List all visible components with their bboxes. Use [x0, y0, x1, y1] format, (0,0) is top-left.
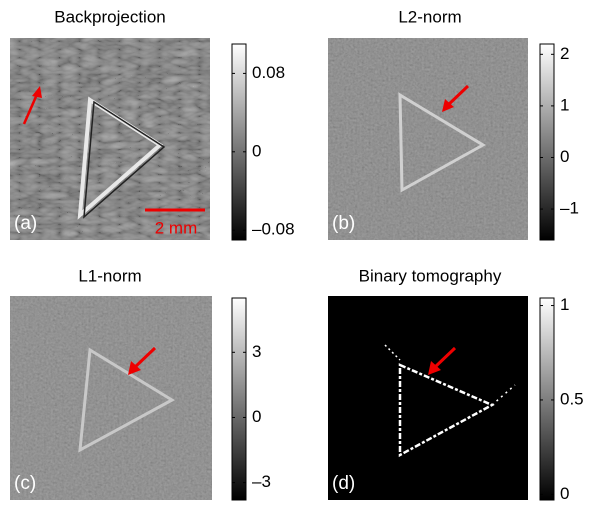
colorbar [232, 298, 246, 500]
panel-title: Backprojection [54, 7, 166, 26]
panel-label: (d) [332, 473, 355, 494]
panel-title: Binary tomography [359, 266, 502, 285]
colorbar-tick-label: 0 [560, 484, 569, 503]
panel-label: (b) [332, 213, 355, 234]
image-c [10, 296, 212, 500]
panel-label: (c) [14, 473, 36, 494]
colorbar-tick-label: 0 [560, 147, 569, 166]
scale-bar-label: 2 mm [155, 218, 198, 237]
colorbar-tick-label: –1 [560, 199, 579, 218]
colorbar-tick-label: –0.08 [252, 220, 295, 239]
panel-label: (a) [14, 213, 37, 234]
panel-title: L1-norm [78, 266, 141, 285]
colorbar-tick-label: 0 [252, 407, 261, 426]
colorbar-tick-label: 1 [560, 295, 569, 314]
figure: 2 mm Backprojection (a) 0.08 0 –0.08 L2-norm (… [0, 0, 591, 505]
panel-title: L2-norm [398, 7, 461, 26]
colorbar-tick-label: 2 [560, 44, 569, 63]
colorbar-tick-label: 0.5 [560, 389, 584, 408]
image-a [10, 38, 210, 240]
colorbar-tick-label: 0 [252, 141, 261, 160]
colorbar-tick-label: 3 [252, 342, 261, 361]
image-d [328, 296, 528, 500]
image-b [328, 38, 528, 240]
colorbar-tick-label: 1 [560, 95, 569, 114]
colorbar-tick-label: –3 [252, 472, 271, 491]
colorbar [540, 44, 554, 240]
colorbar-tick-label: 0.08 [252, 63, 285, 82]
colorbar [540, 298, 554, 500]
